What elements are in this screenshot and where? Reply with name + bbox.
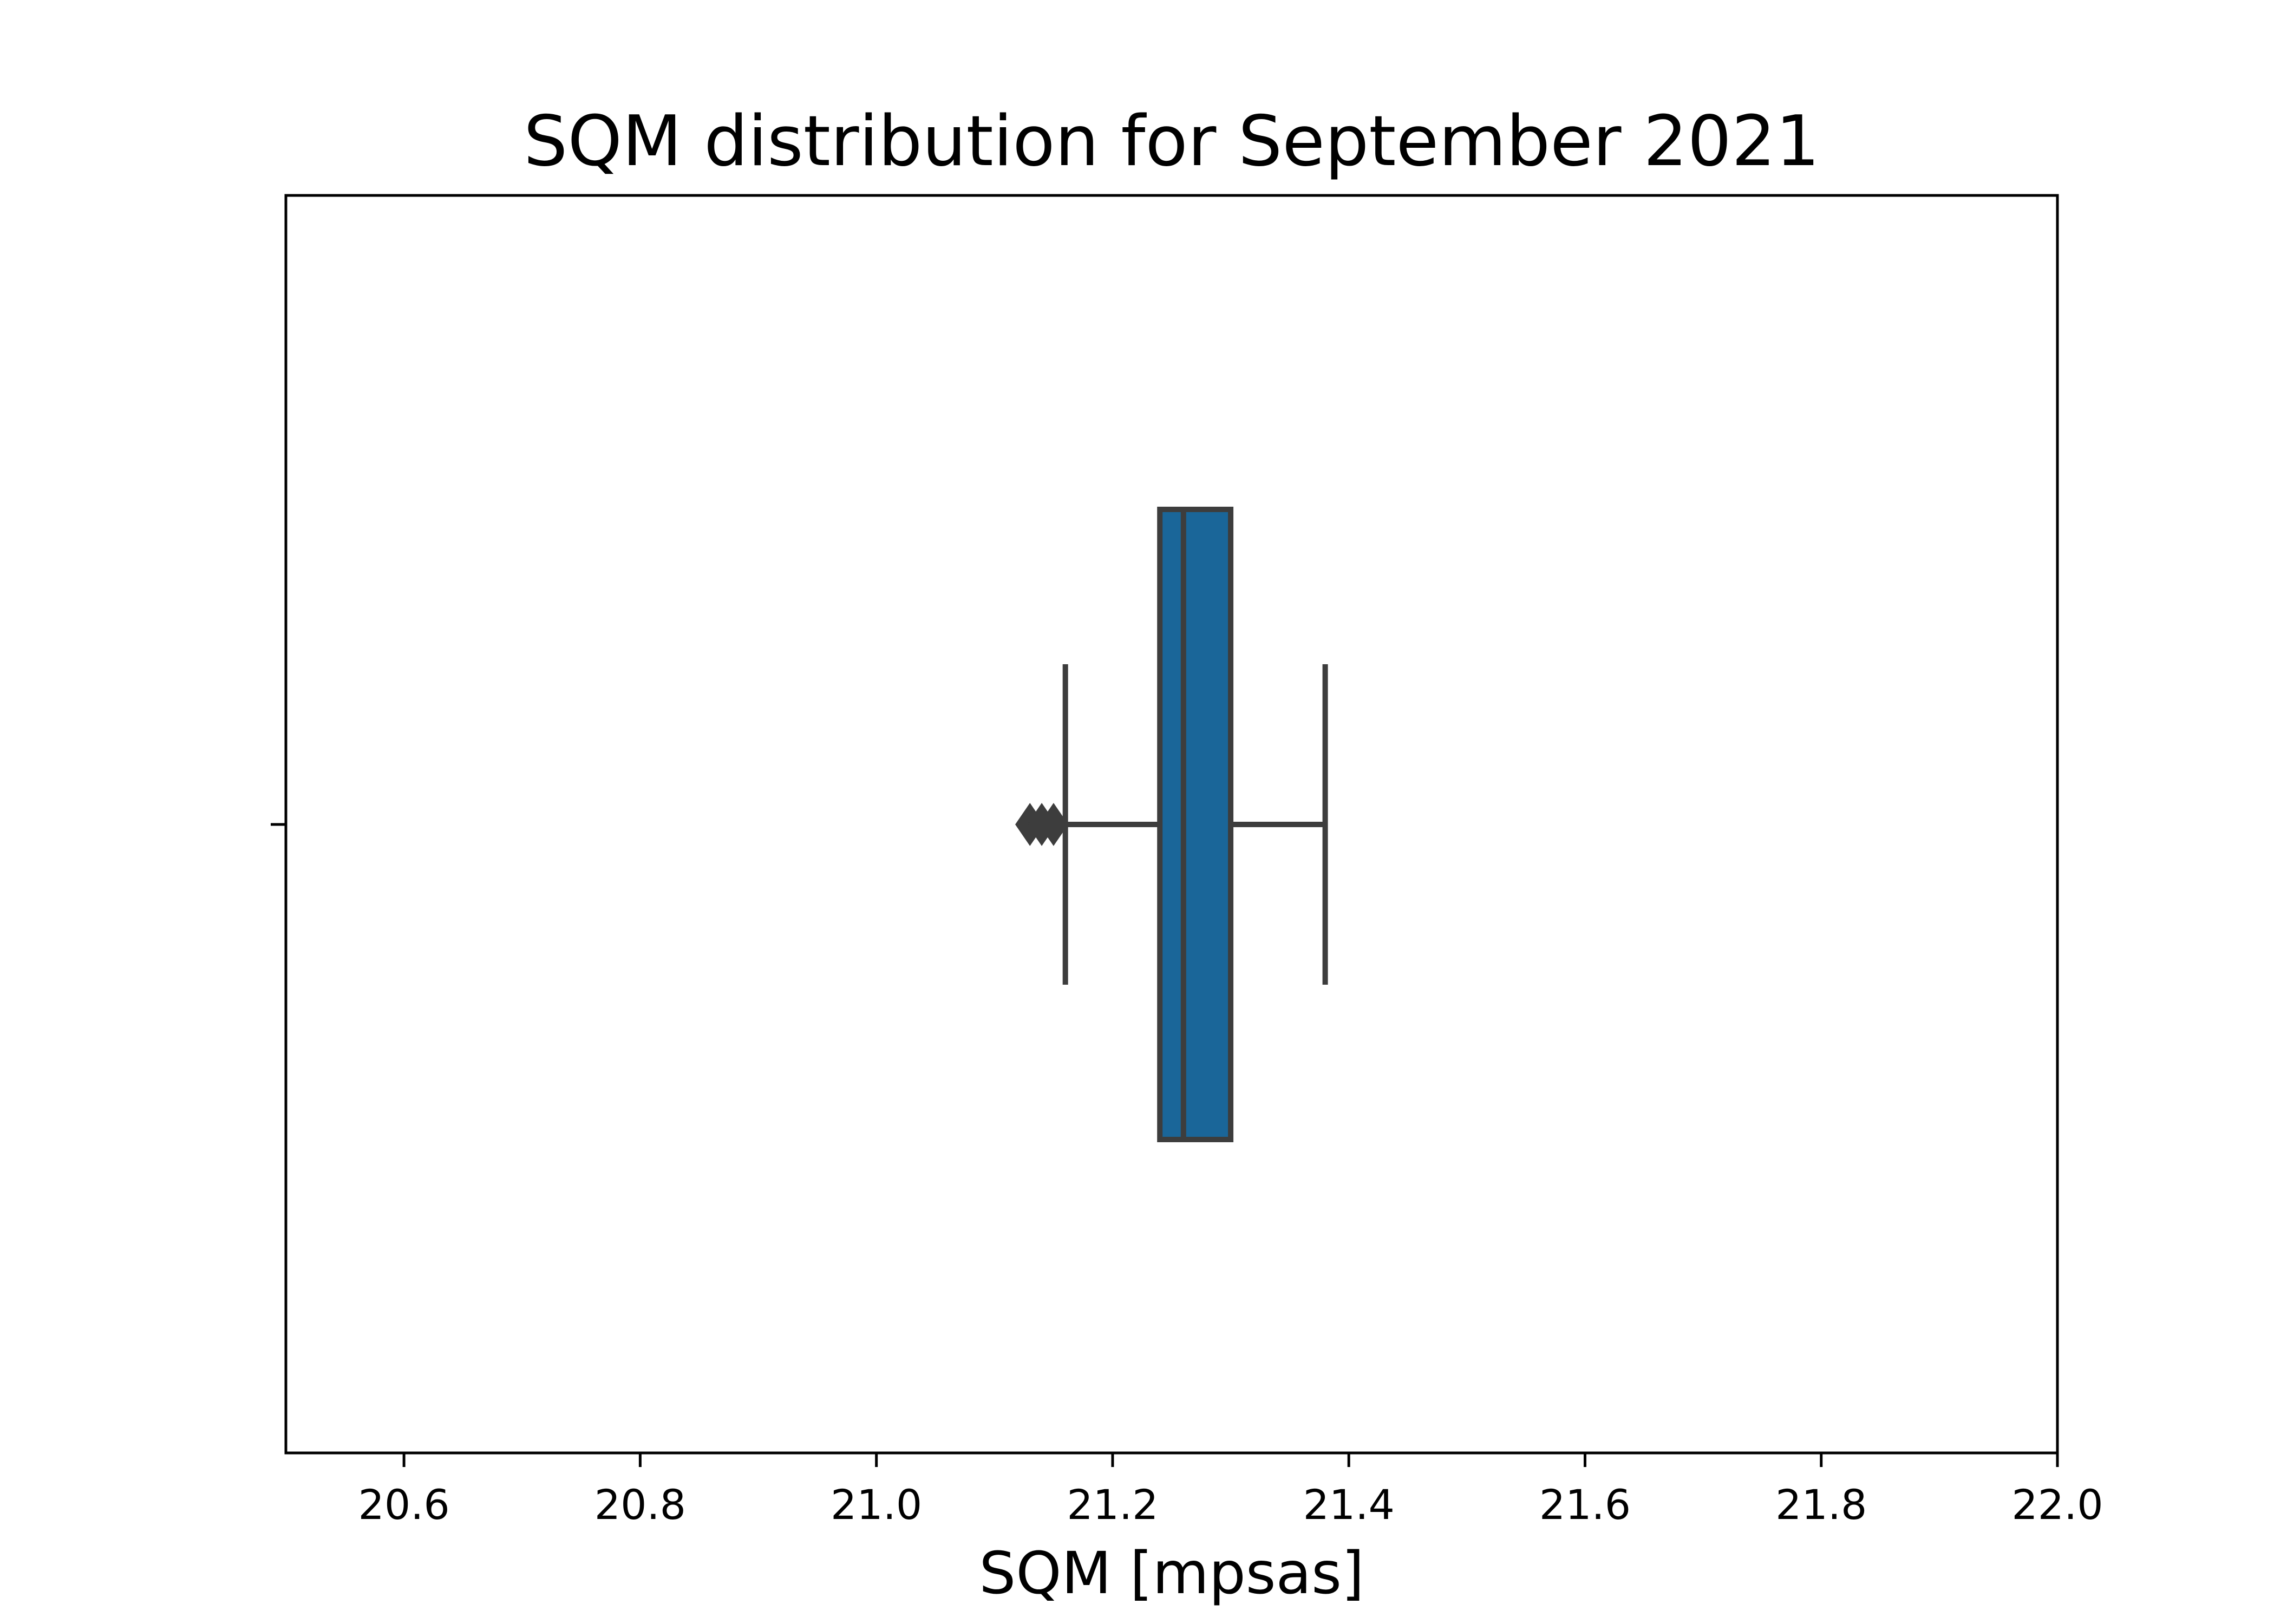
x-axis-ticks: 20.6 20.8 21.0 21.2 21.4 21.6 21.8 22.0	[358, 1453, 2103, 1529]
x-tick-label: 21.0	[831, 1481, 922, 1529]
x-tick-label: 21.8	[1775, 1481, 1867, 1529]
x-tick-label: 20.6	[358, 1481, 450, 1529]
iqr-box	[1157, 507, 1234, 1142]
chart-title: SQM distribution for September 2021	[524, 101, 1820, 182]
x-tick-label: 21.2	[1067, 1481, 1158, 1529]
x-axis-label: SQM [mpsas]	[979, 1540, 1364, 1607]
plot-area	[1015, 664, 1328, 985]
outlier-point	[1038, 803, 1069, 846]
x-tick-label: 21.4	[1303, 1481, 1395, 1529]
x-tick-label: 21.6	[1539, 1481, 1631, 1529]
x-tick-label: 20.8	[594, 1481, 686, 1529]
x-tick-label: 22.0	[2011, 1481, 2103, 1529]
box-group	[1157, 507, 1234, 1142]
